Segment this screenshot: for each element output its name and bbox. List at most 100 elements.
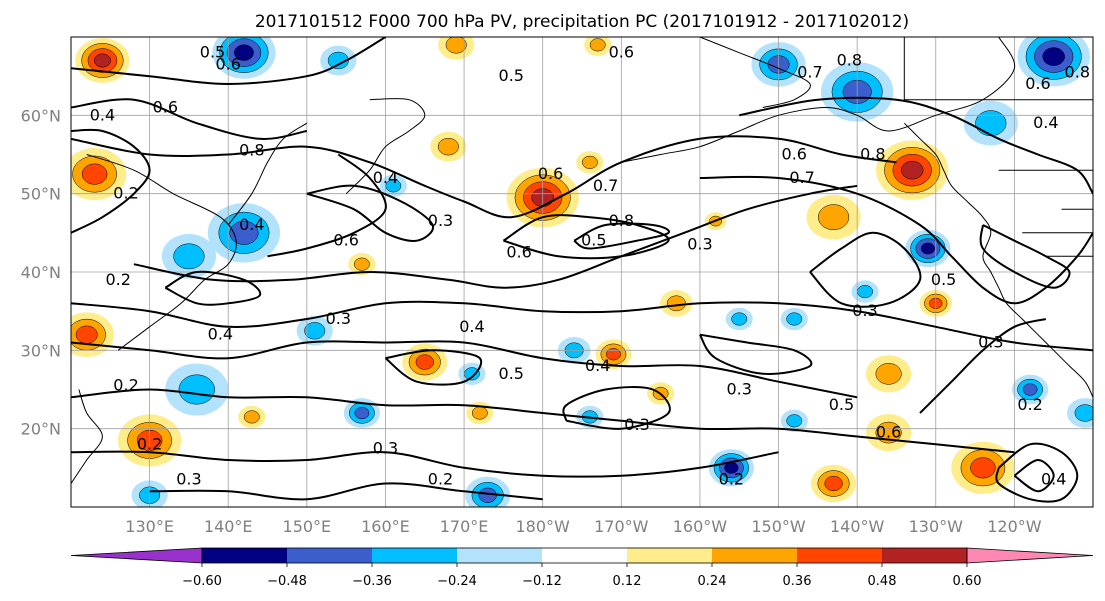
precip-anomaly-10 bbox=[584, 37, 612, 56]
contour-label-4: 0.8 bbox=[239, 141, 264, 160]
contour-label-26: 0.3 bbox=[326, 309, 351, 328]
contour-label-0: 0.5 bbox=[200, 43, 225, 62]
precip-anomaly-4 bbox=[207, 203, 281, 263]
contour-label-13: 0.6 bbox=[609, 43, 634, 62]
contour-label-22: 0.7 bbox=[789, 168, 814, 187]
precip-anomaly-3 bbox=[71, 148, 127, 201]
contour-label-12: 0.5 bbox=[499, 66, 524, 85]
lon-label-1: 140°E bbox=[204, 517, 253, 536]
colorbar-bin-9 bbox=[882, 548, 967, 563]
precip-anomaly-37 bbox=[660, 289, 693, 317]
pv-contours bbox=[71, 37, 1093, 503]
latitude-labels: 60°N 50°N 40°N 30°N 20°N bbox=[21, 106, 61, 438]
lon-label-10: 130°W bbox=[909, 517, 964, 536]
precip-anomaly-32 bbox=[1012, 374, 1049, 405]
pv-contour-10 bbox=[573, 222, 670, 250]
precip-anomaly-17 bbox=[806, 194, 861, 240]
map-panel: 0.50.60.4 0.60.80.20.40.60.40.30.60.60.50… bbox=[70, 36, 1094, 508]
pv-contour-5 bbox=[71, 340, 858, 399]
colorbar-frame bbox=[201, 547, 968, 564]
colorbar-tick-label-4: −0.12 bbox=[522, 574, 562, 589]
lat-label-1: 50°N bbox=[21, 185, 61, 204]
lon-label-6: 170°W bbox=[594, 517, 649, 536]
political-boundary-0 bbox=[903, 37, 1093, 101]
contour-label-14: 0.7 bbox=[593, 176, 618, 195]
precip-anomaly-14 bbox=[1017, 37, 1090, 87]
precip-anomaly-22 bbox=[343, 398, 380, 428]
contour-label-6: 0.4 bbox=[239, 215, 264, 234]
precip-anomaly-40 bbox=[238, 405, 266, 429]
precip-anomaly-9 bbox=[438, 37, 475, 60]
colorbar-bin-3 bbox=[372, 548, 457, 563]
contour-label-38: 0.3 bbox=[373, 438, 398, 457]
pv-contour-12 bbox=[699, 175, 1093, 305]
pv-contour-24 bbox=[699, 333, 813, 375]
precip-anomaly-38 bbox=[725, 307, 753, 331]
contour-label-1: 0.6 bbox=[216, 54, 241, 73]
colorbar-bin-4 bbox=[457, 548, 542, 563]
colorbar-bin-7 bbox=[712, 548, 797, 563]
contour-label-33: 0.3 bbox=[852, 301, 877, 320]
lat-label-4: 20°N bbox=[21, 420, 61, 439]
lat-label-2: 40°N bbox=[21, 263, 61, 282]
precip-anomaly-7 bbox=[576, 151, 604, 174]
pv-contour-4 bbox=[71, 300, 1093, 352]
contour-label-32: 0.5 bbox=[829, 395, 854, 414]
lon-label-5: 180°W bbox=[516, 517, 571, 536]
colorbar-bin-8 bbox=[797, 548, 882, 563]
precip-anomaly-29 bbox=[865, 413, 912, 452]
pv-contour-19 bbox=[809, 231, 922, 308]
colorbar-tick-label-7: 0.36 bbox=[783, 574, 812, 589]
colorbar-extend-low bbox=[70, 547, 203, 564]
contour-label-43: 0.2 bbox=[113, 376, 138, 395]
precip-anomaly-47 bbox=[780, 409, 808, 432]
colorbar-tick-label-8: 0.48 bbox=[868, 574, 897, 589]
contour-label-21: 0.8 bbox=[860, 145, 885, 164]
contour-label-24: 0.8 bbox=[1065, 62, 1090, 81]
colorbar-tick-label-1: −0.48 bbox=[267, 574, 307, 589]
pv-contour-2 bbox=[71, 135, 897, 219]
pv-contour-16 bbox=[1013, 459, 1055, 493]
coastlines bbox=[71, 37, 1093, 484]
pv-contour-3 bbox=[133, 184, 858, 289]
lon-label-9: 140°W bbox=[830, 517, 885, 536]
coastline-2 bbox=[903, 122, 1093, 398]
precip-anomaly-30 bbox=[810, 464, 857, 503]
contour-label-31: 0.3 bbox=[727, 380, 752, 399]
contour-label-27: 0.4 bbox=[208, 325, 233, 344]
contour-label-5: 0.2 bbox=[113, 184, 138, 203]
pv-contour-11 bbox=[739, 96, 1093, 195]
contour-label-45: 0.4 bbox=[1041, 470, 1066, 489]
coastline-5 bbox=[345, 98, 426, 195]
contour-label-30: 0.4 bbox=[585, 356, 610, 375]
contour-label-34: 0.5 bbox=[931, 270, 956, 289]
colorbar-tick-label-5: 0.12 bbox=[613, 574, 642, 589]
contour-label-20: 0.6 bbox=[782, 145, 807, 164]
contour-label-36: 0.6 bbox=[876, 423, 901, 442]
precip-anomaly-23 bbox=[402, 343, 448, 381]
contour-label-23: 0.6 bbox=[1025, 74, 1050, 93]
pv-contour-0 bbox=[71, 37, 387, 85]
lon-label-2: 150°E bbox=[283, 517, 332, 536]
precip-anomaly-35 bbox=[296, 315, 333, 346]
precip-anomaly-0 bbox=[75, 38, 130, 83]
colorbar-tick-label-2: −0.36 bbox=[352, 574, 392, 589]
contour-label-17: 0.3 bbox=[687, 235, 712, 254]
colorbar: −0.60 −0.48 −0.36 −0.24 −0.12 0.12 0.24 0.36 0.4… bbox=[70, 547, 1094, 589]
contour-label-39: 0.2 bbox=[428, 470, 453, 489]
lon-label-3: 160°E bbox=[361, 517, 410, 536]
colorbar-tick-label-0: −0.60 bbox=[182, 574, 222, 589]
pv-contour-9 bbox=[502, 214, 670, 260]
precip-anomaly-28 bbox=[865, 355, 912, 393]
pv-contour-23 bbox=[384, 349, 483, 386]
colorbar-tick-label-9: 0.60 bbox=[953, 574, 982, 589]
coastline-6 bbox=[71, 389, 103, 484]
contour-label-28: 0.4 bbox=[459, 317, 484, 336]
contour-label-16: 0.5 bbox=[581, 231, 606, 250]
pv-contour-labels: 0.50.60.4 0.60.80.20.40.60.40.30.60.60.50… bbox=[90, 43, 1090, 489]
longitude-labels: 130°E 140°E 150°E 160°E 170°E 180°W 170°W 160°W… bbox=[125, 517, 1041, 536]
coastline-1 bbox=[699, 37, 811, 108]
contour-label-3: 0.6 bbox=[153, 98, 178, 117]
colorbar-bin-6 bbox=[627, 548, 712, 563]
